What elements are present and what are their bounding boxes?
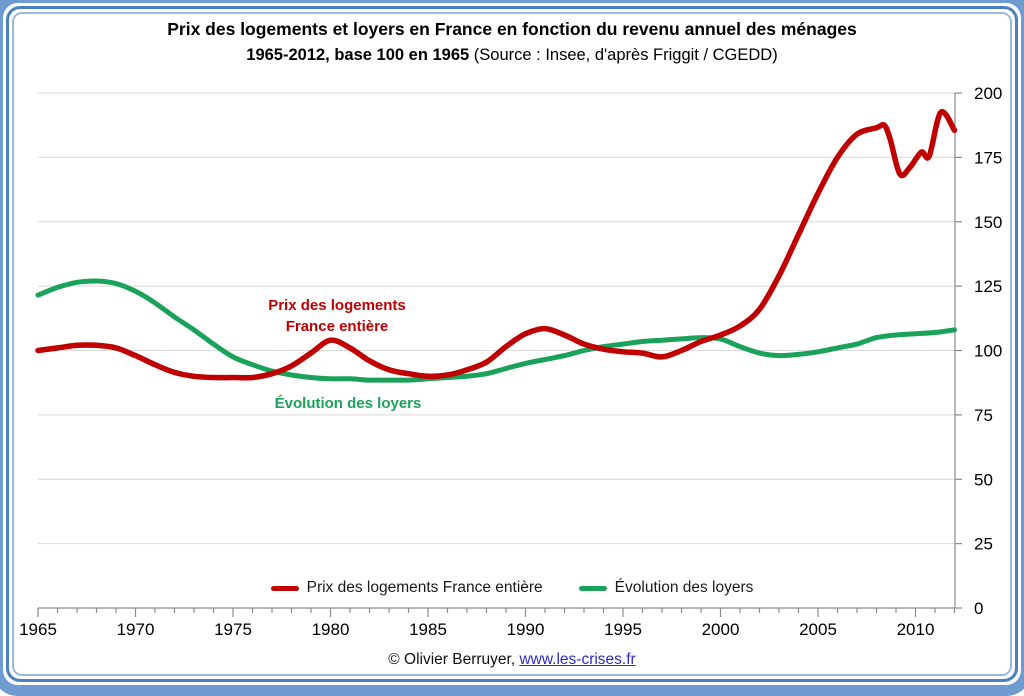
y-axis-label: 100 bbox=[974, 342, 1002, 361]
legend-dash-rents-icon bbox=[578, 585, 607, 591]
x-axis-label: 2010 bbox=[897, 620, 935, 639]
y-axis-label: 200 bbox=[974, 84, 1002, 103]
chart-legend: Prix des logements France entière Évolut… bbox=[0, 576, 1024, 600]
legend-dash-housing-icon bbox=[270, 585, 299, 591]
legend-item-rents: Évolution des loyers bbox=[578, 579, 754, 597]
x-axis-label: 1970 bbox=[117, 620, 155, 639]
gridlines bbox=[38, 92, 955, 545]
annotation-housing-line2: France entière bbox=[285, 318, 389, 335]
y-axis-label: 25 bbox=[974, 535, 993, 554]
x-axis-label: 1965 bbox=[19, 620, 57, 639]
annotation-rents: Évolution des loyers bbox=[274, 395, 422, 412]
annotation-housing-prices: Prix des logements France entière bbox=[227, 295, 447, 337]
annotation-housing-line1: Prix des logements bbox=[268, 297, 406, 314]
x-axis-label: 1975 bbox=[214, 620, 252, 639]
footer-link[interactable]: www.les-crises.fr bbox=[519, 651, 636, 668]
axis-labels: 1965 1970 1975 1980 1985 1990 1995 2000 2005 2010… bbox=[19, 84, 1002, 639]
chart-subtitle: 1965-2012, base 100 en 1965 (Source : In… bbox=[0, 43, 1024, 69]
x-axis-label: 1980 bbox=[312, 620, 350, 639]
chart-subtitle-period: 1965-2012, base 100 en 1965 bbox=[246, 46, 470, 65]
y-axis-label: 125 bbox=[974, 277, 1002, 296]
legend-item-housing: Prix des logements France entière bbox=[270, 579, 543, 597]
footer-author: © Olivier Berruyer, bbox=[388, 651, 516, 668]
y-axis-label: 175 bbox=[974, 148, 1002, 167]
legend-label-rents: Évolution des loyers bbox=[614, 579, 754, 596]
chart-title: Prix des logements et loyers en France e… bbox=[167, 19, 857, 39]
x-axis-label: 2005 bbox=[799, 620, 837, 639]
chart-subtitle-source: (Source : Insee, d'après Friggit / CGEDD… bbox=[469, 46, 778, 65]
housing-price-series-line bbox=[35, 108, 958, 381]
axes bbox=[37, 92, 962, 617]
footer-credit: © Olivier Berruyer, www.les-crises.fr bbox=[0, 651, 1024, 669]
y-axis-label: 75 bbox=[974, 406, 993, 425]
x-axis-label: 1995 bbox=[604, 620, 642, 639]
y-axis-label: 0 bbox=[974, 599, 983, 618]
legend-label-housing: Prix des logements France entière bbox=[306, 579, 543, 596]
x-axis-label: 1985 bbox=[409, 620, 447, 639]
x-axis-label: 1990 bbox=[507, 620, 545, 639]
rents-series-line bbox=[35, 278, 957, 383]
chart-title-block: Prix des logements et loyers en France e… bbox=[0, 16, 1024, 69]
y-axis-label: 150 bbox=[974, 213, 1002, 232]
x-axis-label: 2000 bbox=[702, 620, 740, 639]
y-axis-label: 50 bbox=[974, 470, 993, 489]
